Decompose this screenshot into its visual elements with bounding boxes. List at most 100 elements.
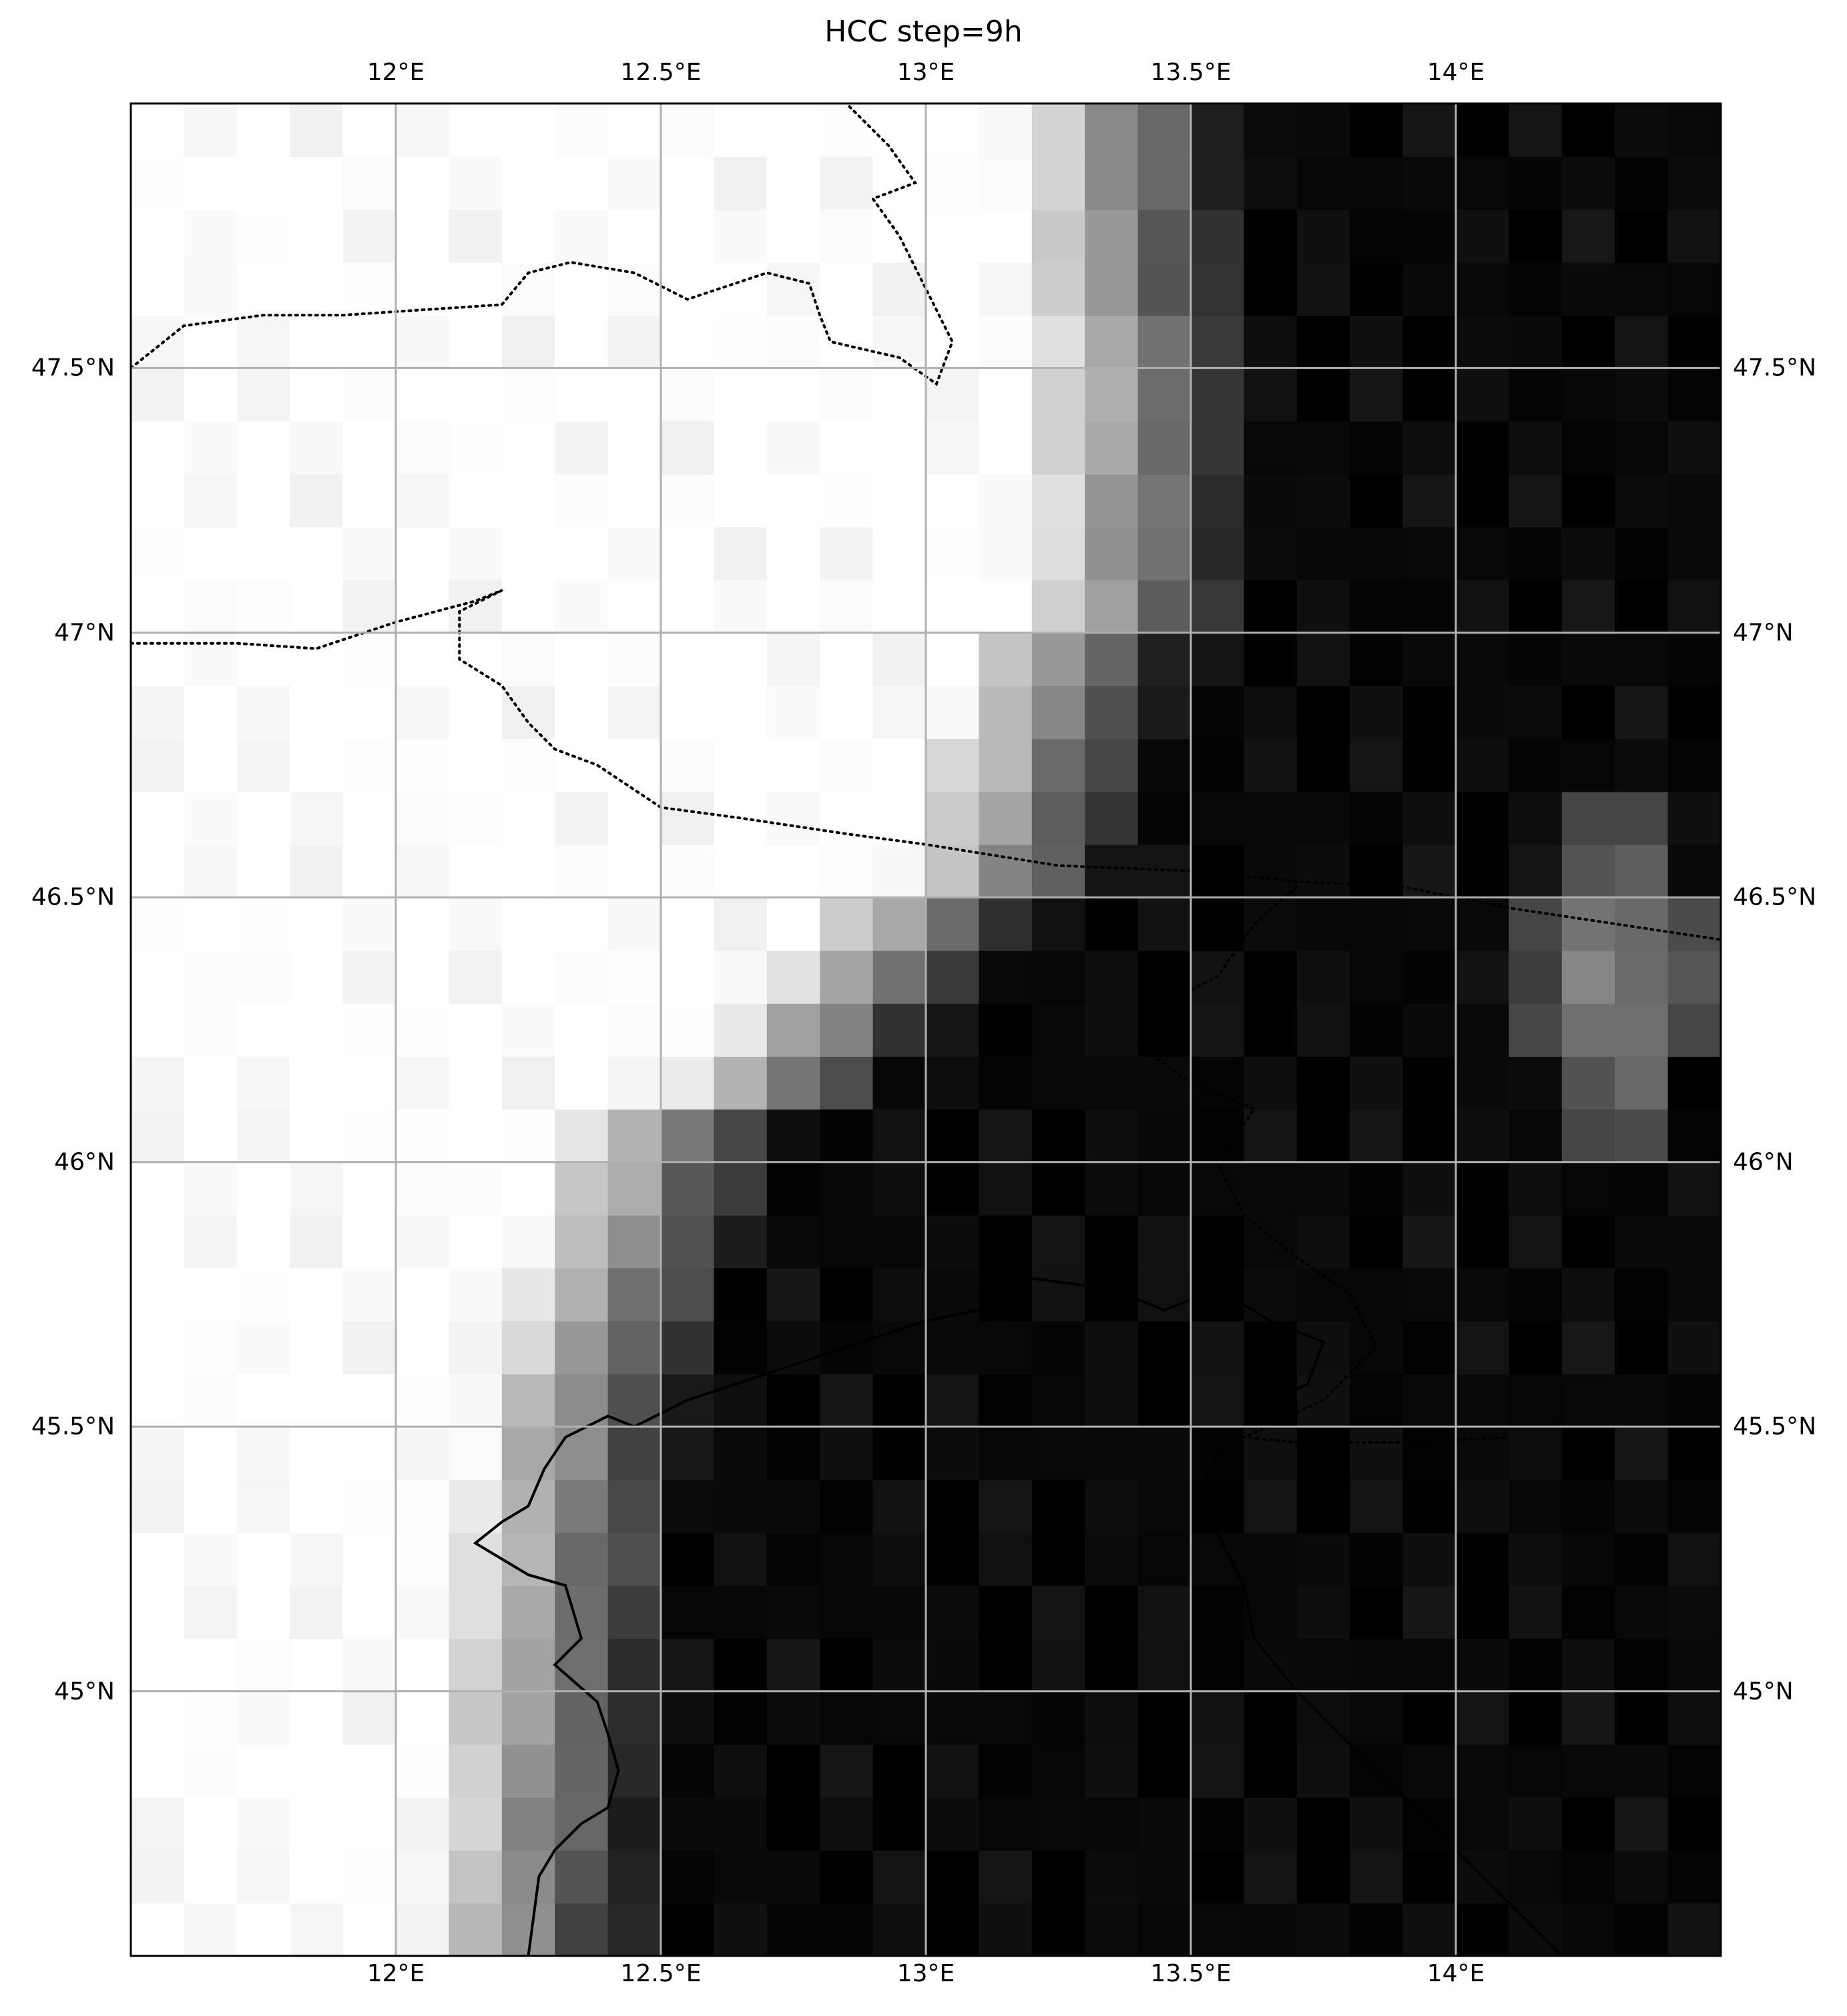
- field-cell: [1191, 474, 1245, 528]
- field-cell: [342, 791, 397, 845]
- field-cell: [1667, 1797, 1721, 1851]
- field-cell: [449, 156, 503, 210]
- field-cell: [236, 156, 290, 210]
- field-cell: [449, 579, 503, 634]
- field-cell: [501, 897, 555, 951]
- field-cell: [555, 1638, 609, 1692]
- field-cell: [131, 474, 185, 528]
- field-cell: [342, 1056, 397, 1110]
- field-cell: [236, 1903, 290, 1956]
- field-cell: [1402, 421, 1457, 475]
- field-cell: [926, 844, 980, 899]
- field-cell: [661, 527, 715, 581]
- field-cell: [820, 1797, 874, 1851]
- field-cell: [1085, 421, 1139, 475]
- field-cell: [607, 1056, 662, 1110]
- field-cell: [236, 209, 290, 263]
- field-cell: [555, 474, 609, 528]
- field-cell: [1667, 1056, 1721, 1110]
- field-cell: [290, 262, 344, 316]
- field-cell: [820, 897, 874, 951]
- field-cell: [555, 1162, 609, 1216]
- field-cell: [1085, 579, 1139, 634]
- field-cell: [1244, 368, 1298, 422]
- field-cell: [555, 1003, 609, 1057]
- field-cell: [926, 1427, 980, 1481]
- field-cell: [396, 156, 450, 210]
- field-cell: [184, 1003, 238, 1057]
- field-cell: [1137, 1320, 1192, 1374]
- field-cell: [501, 1427, 555, 1481]
- field-cell: [342, 1373, 397, 1427]
- field-cell: [555, 1479, 609, 1533]
- field-cell: [236, 897, 290, 951]
- field-cell: [1137, 1744, 1192, 1798]
- field-cell: [1509, 632, 1563, 686]
- field-cell: [1085, 791, 1139, 845]
- field-cell: [501, 1638, 555, 1692]
- field-cell: [1350, 1479, 1404, 1533]
- field-cell: [1509, 474, 1563, 528]
- y-tick-label-left: 46.5°N: [31, 883, 115, 911]
- field-cell: [1402, 1744, 1457, 1798]
- field-cell: [1137, 1003, 1192, 1057]
- field-cell: [714, 1003, 768, 1057]
- field-cell: [1244, 686, 1298, 740]
- field-cell: [766, 738, 820, 792]
- field-cell: [979, 103, 1033, 158]
- field-cell: [1509, 209, 1563, 263]
- field-cell: [766, 1320, 820, 1374]
- field-cell: [1085, 1638, 1139, 1692]
- field-cell: [661, 1479, 715, 1533]
- field-cell: [1402, 844, 1457, 899]
- plot-frame: [129, 102, 1722, 1957]
- field-cell: [131, 897, 185, 951]
- field-cell: [501, 632, 555, 686]
- field-cell: [501, 1056, 555, 1110]
- field-cell: [1244, 1268, 1298, 1322]
- field-cell: [131, 632, 185, 686]
- field-cell: [342, 897, 397, 951]
- field-cell: [926, 1320, 980, 1374]
- field-cell: [766, 1479, 820, 1533]
- field-cell: [501, 262, 555, 316]
- field-cell: [501, 209, 555, 263]
- field-cell: [1350, 1056, 1404, 1110]
- field-cell: [1561, 686, 1615, 740]
- field-cell: [1561, 527, 1615, 581]
- field-cell: [1456, 1056, 1510, 1110]
- field-cell: [396, 844, 450, 899]
- field-cell: [449, 1585, 503, 1640]
- field-cell: [979, 1427, 1033, 1481]
- field-cell: [1615, 103, 1669, 158]
- field-cell: [1509, 1003, 1563, 1057]
- field-cell: [342, 1215, 397, 1269]
- field-cell: [1137, 1850, 1192, 1904]
- y-tick-label-left: 47.5°N: [31, 354, 115, 382]
- field-cell: [872, 262, 927, 316]
- field-cell: [342, 1003, 397, 1057]
- field-cell: [1191, 1585, 1245, 1640]
- field-cell: [501, 1585, 555, 1640]
- field-cell: [1456, 1903, 1510, 1956]
- field-cell: [1561, 1797, 1615, 1851]
- field-cell: [1191, 156, 1245, 210]
- field-cell: [607, 1427, 662, 1481]
- field-cell: [1085, 156, 1139, 210]
- field-cell: [1561, 1003, 1615, 1057]
- field-cell: [1244, 262, 1298, 316]
- field-cell: [1031, 1797, 1085, 1851]
- field-cell: [1615, 1850, 1669, 1904]
- field-cell: [872, 844, 927, 899]
- field-cell: [820, 1109, 874, 1163]
- field-cell: [501, 103, 555, 158]
- field-cell: [607, 686, 662, 740]
- field-cell: [1456, 421, 1510, 475]
- field-cell: [1031, 844, 1085, 899]
- field-cell: [1456, 1268, 1510, 1322]
- field-cell: [555, 738, 609, 792]
- field-cell: [714, 1532, 768, 1586]
- field-cell: [131, 1532, 185, 1586]
- field-cell: [342, 738, 397, 792]
